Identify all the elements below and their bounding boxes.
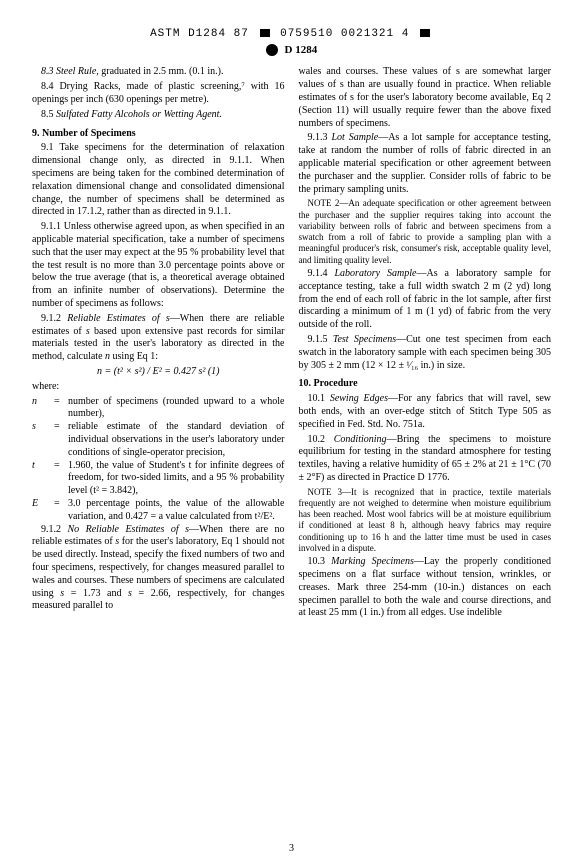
def-s: s= reliable estimate of the standard dev… [32,421,285,459]
para-9-1-2: 9.1.2 Reliable Estimates of s—When there… [32,313,285,364]
def-t: t= 1.960, the value of Student's t for i… [32,460,285,498]
section-10-title: 10. Procedure [299,378,552,391]
para-9-1-1: 9.1.1 Unless otherwise agreed upon, as w… [32,221,285,311]
doc-header: D 1284 [32,44,551,56]
para-10-3: 10.3 Marking Specimens—Lay the properly … [299,556,552,620]
code-left: ASTM D1284 87 [150,28,249,40]
para-cont: wales and courses. These values of s are… [299,66,552,130]
para-9-1-2b: 9.1.2 No Reliable Estimates of s—When th… [32,524,285,614]
para-9-1: 9.1 Take specimens for the determination… [32,142,285,219]
def-n: n= number of specimens (rounded upward t… [32,396,285,422]
para-10-2: 10.2 Conditioning—Bring the specimens to… [299,434,552,485]
note-2: NOTE 2—An adequate specification or othe… [299,198,552,266]
body-columns: 8.3 Steel Rule, graduated in 2.5 mm. (0.… [32,66,551,620]
para-8-5: 8.5 Sulfated Fatty Alcohols or Wetting A… [32,109,285,122]
equation-1: n = (t² × s²) / E² = 0.427 s² (1) [32,366,285,379]
doc-code: D 1284 [285,44,318,56]
page-number: 3 [0,843,583,854]
para-8-4: 8.4 Drying Racks, made of plastic screen… [32,81,285,107]
block-glyph [260,29,270,37]
section-9-title: 9. Number of Specimens [32,128,285,141]
header-code-line: ASTM D1284 87 0759510 0021321 4 [32,28,551,40]
para-9-1-5: 9.1.5 Test Specimens—Cut one test specim… [299,334,552,372]
para-10-1: 10.1 Sewing Edges—For any fabrics that w… [299,393,552,431]
def-E: E= 3.0 percentage points, the value of t… [32,498,285,524]
para-8-3: 8.3 Steel Rule, graduated in 2.5 mm. (0.… [32,66,285,79]
page: ASTM D1284 87 0759510 0021321 4 D 1284 8… [0,0,583,864]
code-right: 0759510 0021321 4 [280,28,409,40]
astm-logo-icon [266,44,278,56]
block-glyph [420,29,430,37]
note-3: NOTE 3—It is recognized that in practice… [299,487,552,555]
where-label: where: [32,381,285,394]
para-9-1-3: 9.1.3 Lot Sample—As a lot sample for acc… [299,132,552,196]
label: 8.3 Steel Rule, [41,66,99,77]
para-9-1-4: 9.1.4 Laboratory Sample—As a laboratory … [299,268,552,332]
